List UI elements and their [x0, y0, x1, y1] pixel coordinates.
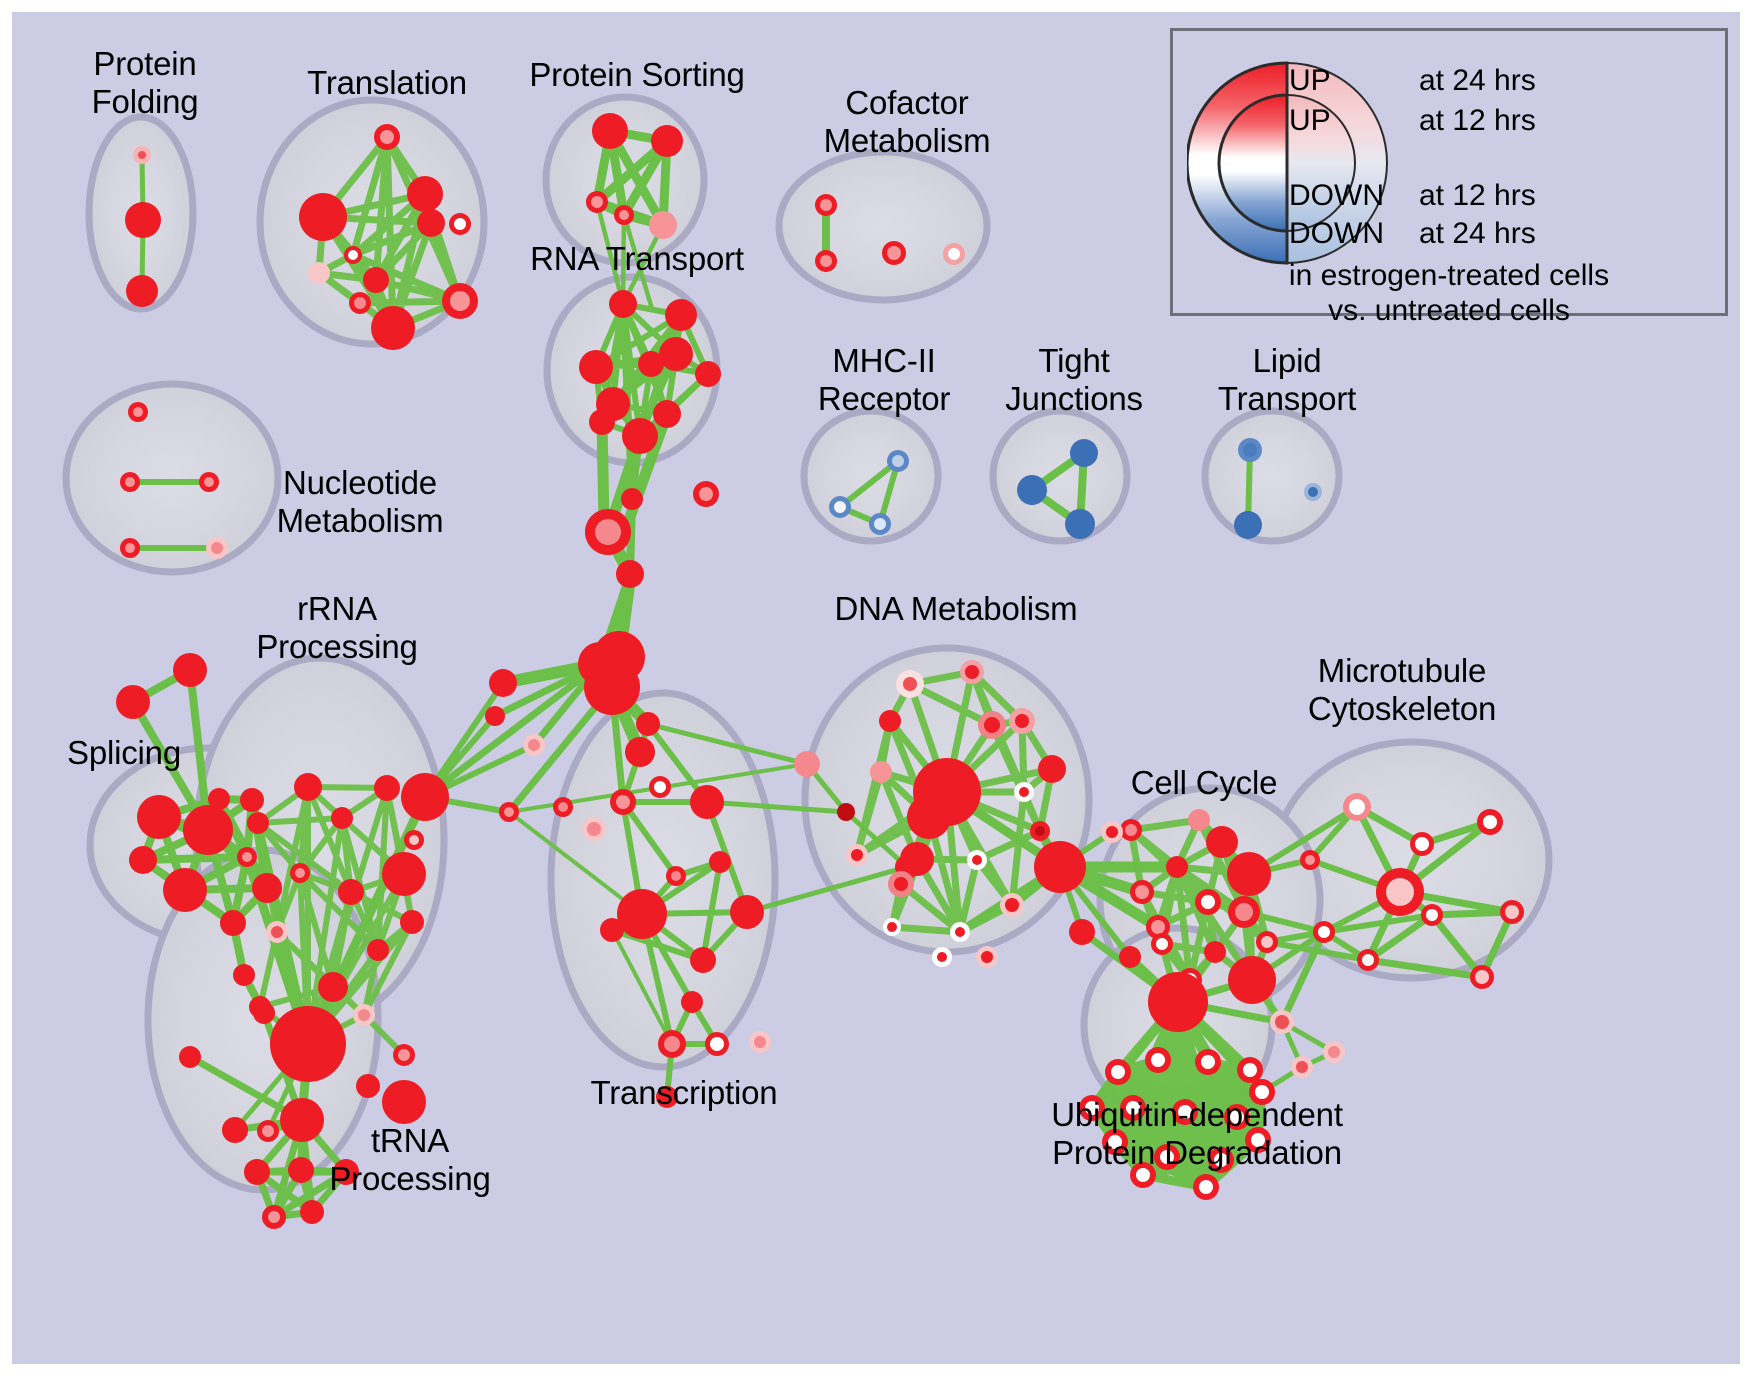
cluster-label-tight-junctions: Tight Junctions [1005, 342, 1143, 417]
cluster-region-tight-junctions [989, 407, 1131, 545]
cluster-label-mhc-ii-receptor: MHC-II Receptor [817, 342, 951, 417]
cluster-label-protein-sorting: Protein Sorting [529, 56, 745, 93]
cluster-label-rrna-processing: rRNA Processing [256, 590, 418, 665]
legend-time-up-24: at 24 hrs [1419, 64, 1536, 97]
cluster-label-splicing: Splicing [67, 734, 181, 771]
node-layer [116, 113, 1524, 1229]
cluster-label-cell-cycle: Cell Cycle [1130, 764, 1278, 801]
cluster-label-ubiquitin-protein-degradation: Ubiquitin-dependent Protein Degradation [1051, 1096, 1343, 1171]
legend-node-diagram [1187, 61, 1388, 265]
cluster-label-microtubule-cytoskeleton: Microtubule Cytoskeleton [1307, 652, 1497, 727]
cluster-region-cofactor-metabolism [775, 148, 991, 304]
cluster-label-cofactor-metabolism: Cofactor Metabolism [823, 84, 991, 159]
legend-caption-line2: vs. untreated cells [1328, 294, 1570, 327]
legend-time-up-12: at 12 hrs [1419, 104, 1536, 137]
cluster-label-trna-processing: tRNA Processing [329, 1122, 491, 1197]
cluster-label-protein-folding: Protein Folding [91, 45, 199, 120]
cluster-label-transcription: Transcription [590, 1074, 778, 1111]
cluster-label-rna-transport: RNA Transport [530, 240, 744, 277]
cluster-label-dna-metabolism: DNA Metabolism [834, 590, 1078, 627]
legend-caption-line1: in estrogen-treated cells [1288, 259, 1610, 292]
legend-state-up-12: UP [1289, 104, 1331, 137]
legend-time-down-24: at 24 hrs [1419, 217, 1536, 250]
cluster-label-translation: Translation [307, 64, 467, 101]
legend-state-down-12: DOWN [1289, 179, 1384, 212]
cluster-region-nucleotide-metabolism [62, 380, 282, 576]
cluster-region-lipid-transport [1201, 407, 1343, 545]
cluster-label-lipid-transport: Lipid Transport [1217, 342, 1357, 417]
cluster-label-nucleotide-metabolism: Nucleotide Metabolism [276, 464, 444, 539]
legend-state-up-24: UP [1289, 64, 1331, 97]
legend-box: UP at 24 hrs UP at 12 hrs DOWN at 12 hrs… [1170, 28, 1728, 327]
cluster-region-transcription [547, 689, 779, 1071]
legend-state-down-24: DOWN [1289, 217, 1384, 250]
legend-time-down-12: at 12 hrs [1419, 179, 1536, 212]
network-graph [62, 93, 1553, 1229]
network-canvas: Protein Folding Translation Protein Sort… [12, 12, 1740, 1364]
